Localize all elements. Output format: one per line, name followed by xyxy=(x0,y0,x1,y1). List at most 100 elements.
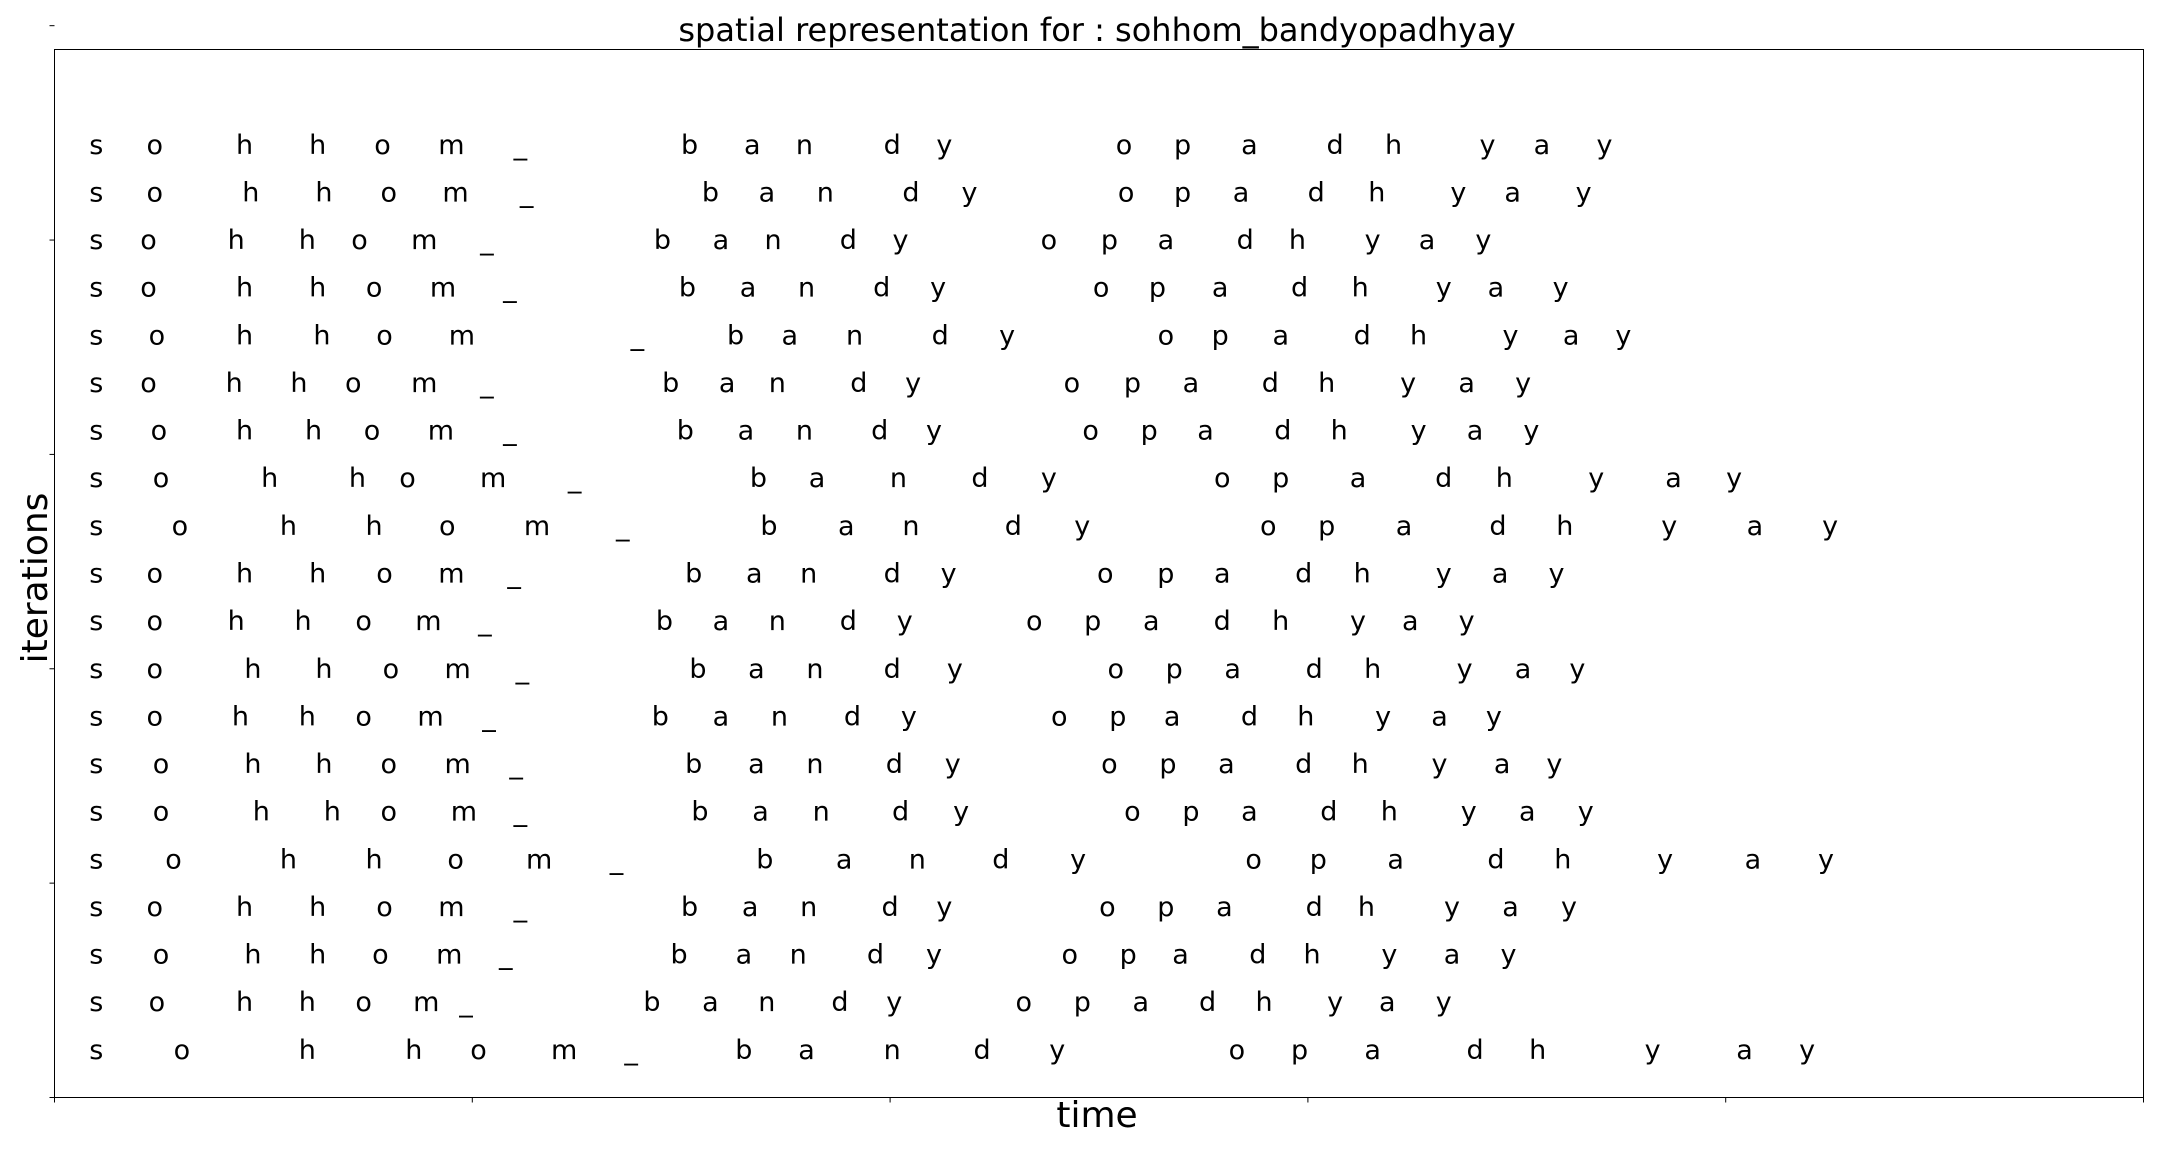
char-mark-row8-9: n xyxy=(890,463,907,494)
char-mark-row18-5: m xyxy=(436,940,462,971)
char-mark-row12-18: a xyxy=(1515,654,1532,685)
char-mark-row17-2: h xyxy=(236,892,253,923)
char-mark-row11-2: h xyxy=(228,606,245,637)
char-mark-row3-14: a xyxy=(1158,225,1175,256)
char-mark-row8-16: h xyxy=(1496,463,1513,494)
char-mark-row13-6: _ xyxy=(481,701,496,732)
char-mark-row14-7: b xyxy=(685,749,702,780)
char-mark-row10-18: a xyxy=(1492,559,1509,590)
char-mark-row13-15: d xyxy=(1241,701,1258,732)
char-mark-row20-16: h xyxy=(1529,1035,1546,1066)
char-mark-row1-15: d xyxy=(1326,130,1343,161)
char-mark-row20-1: o xyxy=(174,1035,191,1066)
char-mark-row18-12: o xyxy=(1061,940,1078,971)
char-mark-row3-11: y xyxy=(893,225,909,256)
char-mark-row18-16: h xyxy=(1304,940,1321,971)
char-mark-row17-0: s xyxy=(89,892,103,923)
char-mark-row5-8: a xyxy=(782,320,799,351)
char-mark-row14-1: o xyxy=(153,749,170,780)
char-mark-row20-8: a xyxy=(798,1035,815,1066)
char-mark-row4-6: _ xyxy=(502,273,517,304)
char-mark-row2-13: p xyxy=(1174,177,1191,208)
char-mark-row14-11: y xyxy=(945,749,961,780)
char-mark-row17-11: y xyxy=(936,892,952,923)
char-mark-row17-5: m xyxy=(438,892,464,923)
char-mark-row14-3: h xyxy=(315,749,332,780)
char-mark-row10-6: _ xyxy=(506,559,521,590)
char-mark-row12-13: p xyxy=(1166,654,1183,685)
char-mark-row11-10: d xyxy=(840,606,857,637)
char-mark-row11-5: m xyxy=(415,606,441,637)
char-mark-row17-7: b xyxy=(681,892,698,923)
char-mark-row11-3: h xyxy=(295,606,312,637)
char-mark-row6-3: h xyxy=(290,368,307,399)
char-mark-row11-11: y xyxy=(897,606,913,637)
char-mark-row15-11: y xyxy=(953,797,969,828)
char-mark-row15-5: m xyxy=(451,797,477,828)
char-mark-row4-0: s xyxy=(89,273,103,304)
char-mark-row15-13: p xyxy=(1182,797,1199,828)
plot-area xyxy=(54,49,2144,1098)
char-mark-row4-8: a xyxy=(740,273,757,304)
char-mark-row5-18: a xyxy=(1563,320,1580,351)
char-mark-row13-14: a xyxy=(1164,701,1181,732)
char-mark-row8-17: y xyxy=(1588,463,1604,494)
char-mark-row1-16: h xyxy=(1385,130,1402,161)
char-mark-row12-11: y xyxy=(947,654,963,685)
char-mark-row16-9: n xyxy=(909,844,926,875)
char-mark-row2-12: o xyxy=(1118,177,1135,208)
char-mark-row3-10: d xyxy=(840,225,857,256)
char-mark-row17-15: d xyxy=(1306,892,1323,923)
char-mark-row11-18: a xyxy=(1402,606,1419,637)
char-mark-row7-14: a xyxy=(1197,416,1214,447)
char-mark-row6-0: s xyxy=(89,368,103,399)
char-mark-row5-14: a xyxy=(1272,320,1289,351)
char-mark-row1-7: b xyxy=(681,130,698,161)
char-mark-row4-4: o xyxy=(366,273,383,304)
char-mark-row4-10: d xyxy=(873,273,890,304)
char-mark-row20-19: y xyxy=(1799,1035,1815,1066)
char-mark-row18-1: o xyxy=(153,940,170,971)
char-mark-row15-7: b xyxy=(691,797,708,828)
char-mark-row19-9: n xyxy=(758,987,775,1018)
char-mark-row14-18: a xyxy=(1494,749,1511,780)
char-mark-row7-8: a xyxy=(738,416,755,447)
char-mark-row9-7: b xyxy=(760,511,777,542)
char-mark-row6-13: p xyxy=(1124,368,1141,399)
char-mark-row10-19: y xyxy=(1548,559,1564,590)
char-mark-row2-4: o xyxy=(380,177,397,208)
char-mark-row18-2: h xyxy=(244,940,261,971)
char-mark-row3-4: o xyxy=(351,225,368,256)
char-mark-row10-1: o xyxy=(147,559,164,590)
char-mark-row12-10: d xyxy=(884,654,901,685)
char-mark-row11-16: h xyxy=(1272,606,1289,637)
char-mark-row16-7: b xyxy=(756,844,773,875)
char-mark-row4-3: h xyxy=(309,273,326,304)
char-mark-row9-19: y xyxy=(1822,511,1838,542)
char-mark-row18-18: a xyxy=(1444,940,1461,971)
char-mark-row10-14: a xyxy=(1214,559,1231,590)
char-mark-row20-4: o xyxy=(470,1035,487,1066)
char-mark-row8-15: d xyxy=(1435,463,1452,494)
char-mark-row19-18: a xyxy=(1379,987,1396,1018)
char-mark-row17-1: o xyxy=(147,892,164,923)
char-mark-row11-19: y xyxy=(1459,606,1475,637)
char-mark-row16-17: y xyxy=(1657,844,1673,875)
char-mark-row20-17: y xyxy=(1645,1035,1661,1066)
char-mark-row6-8: a xyxy=(719,368,736,399)
char-mark-row1-2: h xyxy=(236,130,253,161)
char-mark-row17-19: y xyxy=(1561,892,1577,923)
char-mark-row12-4: o xyxy=(383,654,400,685)
char-mark-row8-13: p xyxy=(1272,463,1289,494)
char-mark-row1-4: o xyxy=(374,130,391,161)
char-mark-row12-5: m xyxy=(445,654,471,685)
char-mark-row3-18: a xyxy=(1419,225,1436,256)
char-mark-row14-16: h xyxy=(1352,749,1369,780)
char-mark-row7-15: d xyxy=(1274,416,1291,447)
char-mark-row18-6: _ xyxy=(498,940,513,971)
char-mark-row17-3: h xyxy=(309,892,326,923)
char-mark-row2-1: o xyxy=(147,177,164,208)
char-mark-row16-6: _ xyxy=(609,844,624,875)
char-mark-row19-15: d xyxy=(1199,987,1216,1018)
char-mark-row2-19: y xyxy=(1576,177,1592,208)
